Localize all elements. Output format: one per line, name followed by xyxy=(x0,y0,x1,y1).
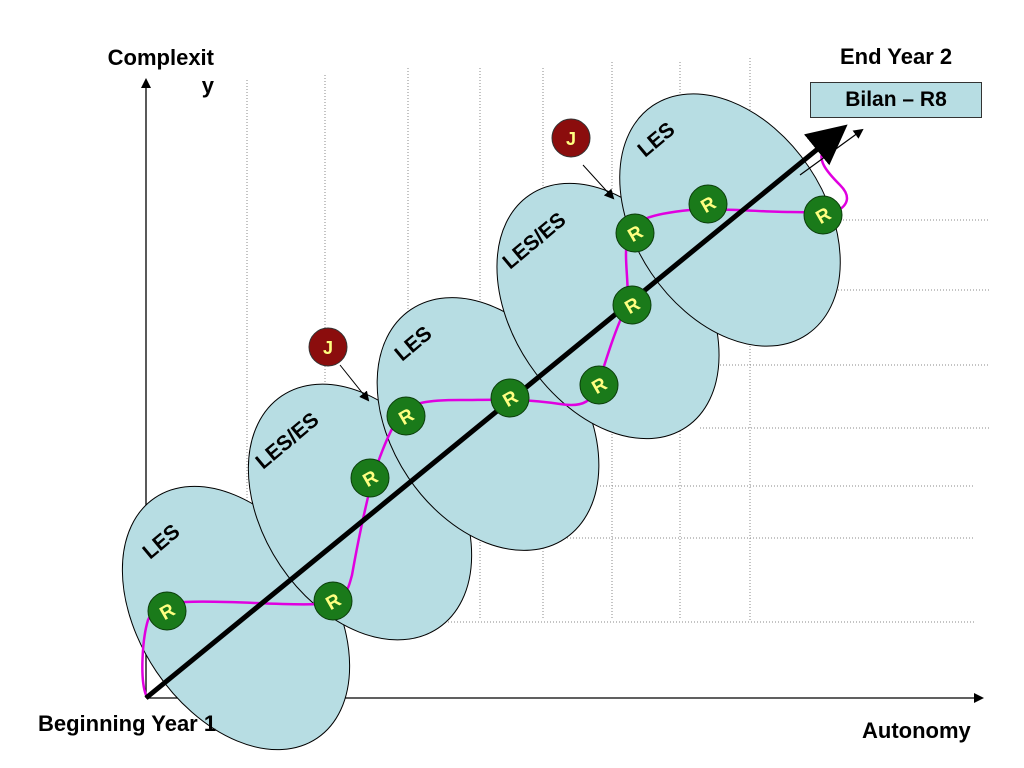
learning-path xyxy=(141,149,849,696)
horizontal-guides xyxy=(400,219,990,623)
review-marker: R xyxy=(688,184,728,224)
x-axis-label: Autonomy xyxy=(862,718,971,743)
review-marker: R xyxy=(579,365,619,405)
review-marker: R xyxy=(490,378,530,418)
review-marker: R xyxy=(386,396,426,436)
svg-text:J: J xyxy=(323,338,333,358)
progression-arrow xyxy=(144,124,848,700)
end-label: End Year 2 xyxy=(840,44,953,69)
review-marker: R xyxy=(612,285,652,325)
jury-pointer-2 xyxy=(582,164,615,200)
review-marker: R xyxy=(615,213,655,253)
jury-pointer-1 xyxy=(339,364,370,402)
review-marker: R xyxy=(350,458,390,498)
svg-text:J: J xyxy=(566,129,576,149)
review-marker: R xyxy=(313,581,353,621)
jury-marker: J xyxy=(551,118,591,158)
end-pointer-arrow xyxy=(799,128,864,176)
review-marker: R xyxy=(803,195,843,235)
review-marker: R xyxy=(147,591,187,631)
start-label: Beginning Year 1 xyxy=(38,711,217,736)
jury-markers: J J xyxy=(308,118,615,402)
phase-ellipses xyxy=(121,93,841,751)
jury-marker: J xyxy=(308,327,348,367)
y-axis-label: Complexit y xyxy=(107,45,214,98)
bilan-box: Bilan – R8 xyxy=(810,82,982,118)
